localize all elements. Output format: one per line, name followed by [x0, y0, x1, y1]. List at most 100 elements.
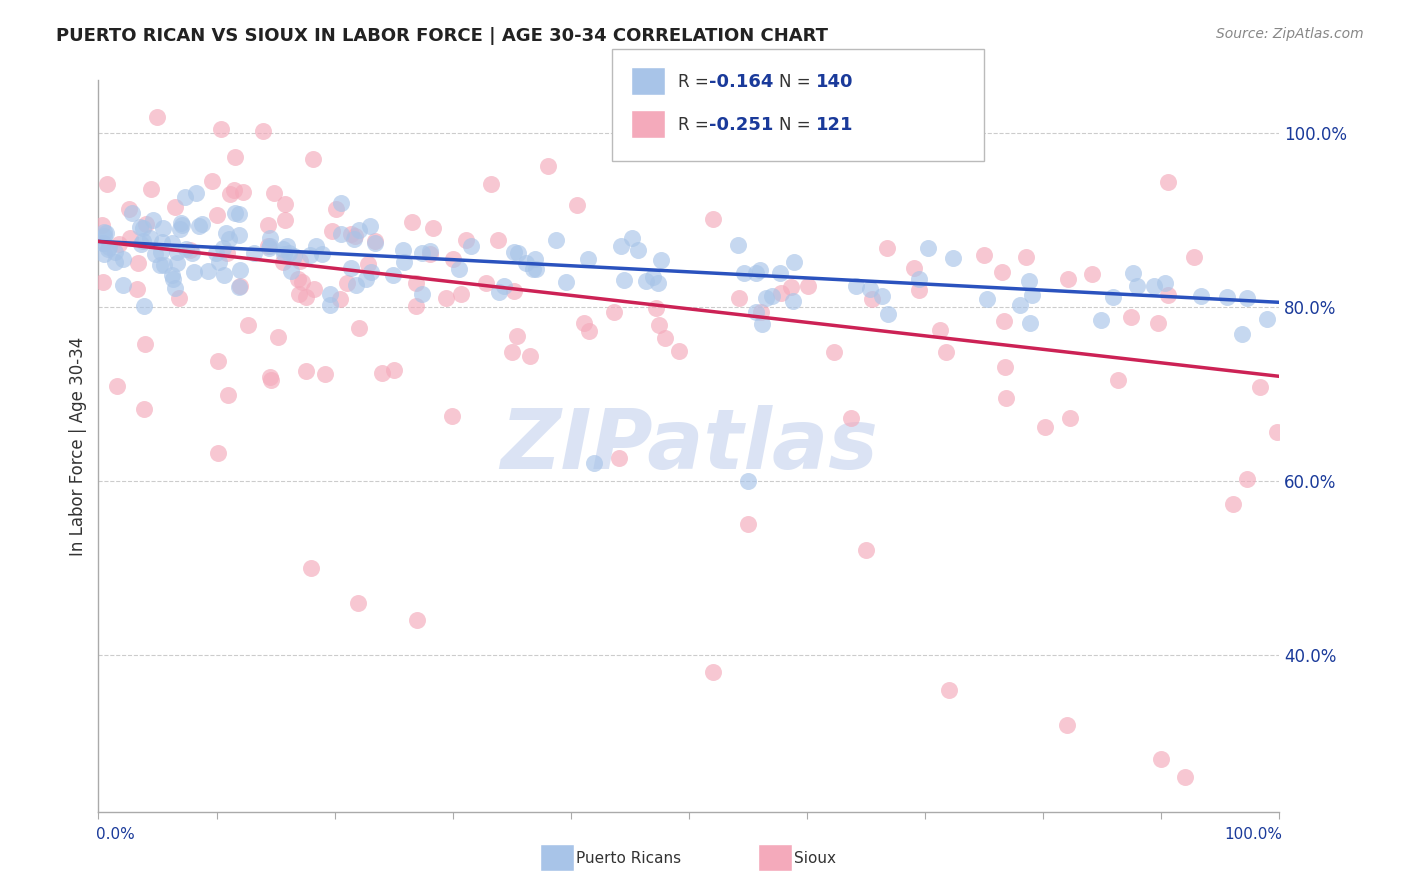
Point	[329, 292, 352, 306]
Point	[644, 301, 666, 315]
Point	[132, 234, 155, 248]
Point	[214, 226, 236, 240]
Point	[166, 245, 188, 260]
Point	[343, 228, 366, 243]
Point	[503, 284, 526, 298]
Point	[1021, 288, 1043, 302]
Point	[209, 121, 232, 136]
Point	[1236, 291, 1258, 305]
Point	[135, 217, 157, 231]
Point	[267, 330, 290, 344]
Point	[1033, 420, 1056, 434]
Point	[973, 248, 995, 262]
Point	[1174, 770, 1197, 784]
Point	[111, 252, 134, 266]
Point	[357, 257, 380, 271]
Point	[152, 220, 174, 235]
Point	[340, 227, 363, 242]
Point	[641, 269, 664, 284]
Point	[537, 159, 560, 173]
Point	[860, 293, 883, 307]
Point	[935, 345, 957, 359]
Point	[295, 290, 318, 304]
Point	[411, 246, 433, 260]
Point	[391, 244, 413, 258]
Point	[620, 231, 643, 245]
Point	[152, 258, 174, 272]
Point	[783, 255, 806, 269]
Point	[872, 289, 894, 303]
Point	[796, 279, 818, 293]
Point	[751, 317, 773, 331]
Point	[90, 218, 112, 232]
Point	[217, 388, 239, 402]
Point	[287, 272, 309, 286]
Text: Source: ZipAtlas.com: Source: ZipAtlas.com	[1216, 27, 1364, 41]
Point	[823, 345, 845, 359]
Point	[150, 244, 173, 259]
Point	[855, 543, 877, 558]
Point	[274, 213, 297, 227]
Point	[256, 218, 278, 232]
Point	[104, 255, 127, 269]
Point	[1236, 472, 1258, 486]
Point	[179, 243, 201, 257]
Point	[761, 289, 783, 303]
Text: N =: N =	[779, 116, 815, 134]
Point	[273, 247, 295, 261]
Point	[668, 343, 690, 358]
Point	[1256, 312, 1278, 326]
Point	[330, 196, 353, 211]
Point	[859, 282, 882, 296]
Point	[207, 446, 229, 460]
Point	[205, 208, 228, 222]
Point	[1182, 251, 1205, 265]
Point	[108, 236, 131, 251]
Point	[419, 246, 441, 260]
Point	[162, 268, 184, 282]
Point	[91, 236, 114, 251]
Point	[728, 291, 751, 305]
Point	[360, 219, 382, 234]
Point	[1081, 267, 1104, 281]
Point	[942, 252, 965, 266]
Point	[229, 262, 252, 277]
Point	[229, 278, 252, 293]
Point	[257, 241, 280, 255]
Point	[125, 282, 148, 296]
Point	[283, 249, 305, 263]
Point	[219, 187, 242, 202]
Point	[994, 360, 1017, 375]
Point	[111, 277, 134, 292]
Point	[280, 264, 302, 278]
Point	[174, 190, 197, 204]
Point	[636, 274, 658, 288]
Point	[132, 401, 155, 416]
Point	[344, 277, 367, 292]
Point	[1019, 316, 1042, 330]
Point	[394, 255, 416, 269]
Text: Sioux: Sioux	[794, 851, 837, 865]
Point	[94, 226, 117, 240]
Point	[274, 196, 297, 211]
Point	[460, 239, 482, 253]
Point	[779, 280, 801, 294]
Point	[503, 244, 526, 259]
Point	[91, 275, 114, 289]
Point	[197, 264, 219, 278]
Point	[190, 217, 212, 231]
Point	[118, 231, 141, 245]
Point	[1215, 290, 1237, 304]
Point	[224, 206, 246, 220]
Point	[149, 258, 172, 272]
Point	[411, 287, 433, 301]
Point	[602, 305, 624, 319]
Point	[613, 273, 636, 287]
Point	[1119, 310, 1142, 324]
Point	[347, 223, 370, 237]
Point	[132, 299, 155, 313]
Point	[208, 255, 231, 269]
Text: 121: 121	[815, 116, 853, 134]
Point	[1249, 380, 1271, 394]
Point	[419, 244, 441, 258]
